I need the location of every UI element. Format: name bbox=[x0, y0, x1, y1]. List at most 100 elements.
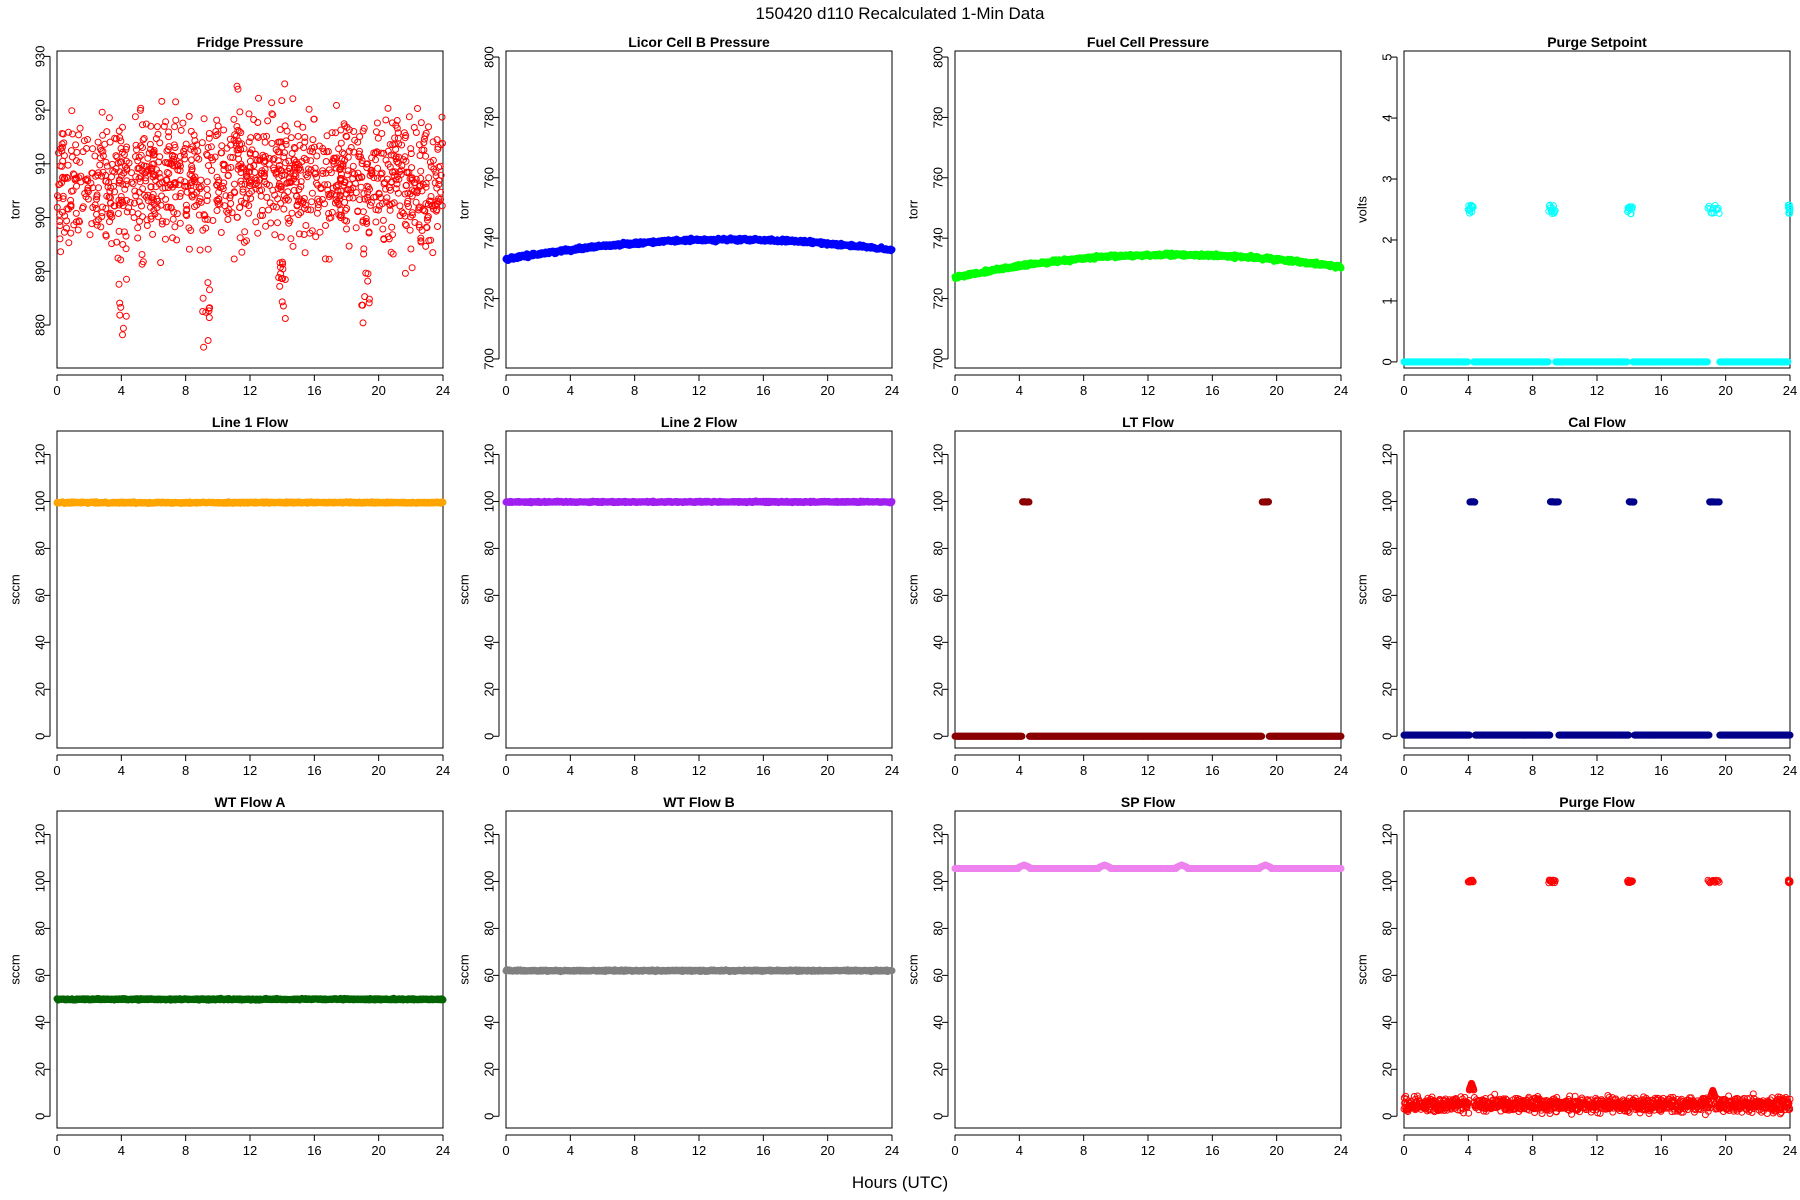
data-point bbox=[366, 172, 374, 179]
data-point bbox=[135, 174, 143, 182]
data-point bbox=[329, 184, 337, 192]
data-point bbox=[68, 153, 76, 161]
data-point bbox=[384, 104, 392, 112]
data-point bbox=[241, 228, 249, 236]
data-point bbox=[281, 80, 289, 88]
data-point bbox=[218, 149, 226, 157]
data-point bbox=[190, 176, 198, 184]
data-point bbox=[58, 147, 66, 155]
data-point bbox=[182, 211, 190, 219]
data-point bbox=[188, 172, 196, 180]
data-point bbox=[232, 139, 240, 147]
data-point bbox=[434, 143, 442, 151]
data-point bbox=[134, 164, 142, 172]
data-point bbox=[251, 175, 259, 183]
data-point bbox=[290, 186, 298, 194]
data-point bbox=[421, 207, 429, 215]
data-point bbox=[56, 222, 64, 230]
data-point bbox=[330, 157, 338, 165]
y-tick-label: 40 bbox=[482, 635, 497, 649]
y-tick-label: 0 bbox=[33, 733, 48, 740]
data-point bbox=[140, 135, 148, 142]
data-point bbox=[116, 158, 124, 166]
data-point bbox=[177, 126, 185, 134]
data-point bbox=[262, 222, 270, 230]
data-point bbox=[86, 231, 94, 239]
data-point bbox=[364, 277, 372, 285]
y-tick-label: 3 bbox=[1380, 175, 1395, 182]
data-point bbox=[295, 198, 302, 206]
data-point bbox=[280, 153, 288, 161]
data-point bbox=[248, 146, 256, 154]
data-point bbox=[156, 153, 164, 161]
data-point bbox=[416, 152, 424, 159]
data-point bbox=[265, 206, 272, 214]
data-point bbox=[235, 127, 243, 135]
y-tick-label: 80 bbox=[482, 541, 497, 555]
data-point bbox=[59, 157, 67, 165]
data-point bbox=[427, 197, 435, 205]
data-point bbox=[68, 107, 76, 115]
data-point bbox=[122, 232, 130, 240]
data-point bbox=[213, 207, 221, 214]
data-point bbox=[154, 130, 162, 138]
data-point bbox=[367, 167, 375, 175]
x-tick-label: 4 bbox=[567, 763, 574, 778]
y-tick-label: 910 bbox=[33, 153, 48, 175]
data-point bbox=[425, 123, 432, 131]
data-point bbox=[300, 154, 308, 162]
data-point bbox=[381, 179, 389, 186]
data-point bbox=[98, 213, 106, 221]
data-point bbox=[281, 276, 289, 283]
data-point bbox=[312, 233, 320, 241]
data-point bbox=[372, 128, 380, 136]
data-point bbox=[93, 221, 101, 229]
data-point bbox=[155, 169, 163, 177]
data-point bbox=[94, 138, 102, 146]
data-point bbox=[182, 140, 190, 148]
x-tick-label: 0 bbox=[1400, 383, 1407, 398]
data-point bbox=[416, 182, 424, 189]
data-point bbox=[888, 246, 896, 254]
data-point bbox=[370, 174, 378, 182]
data-point bbox=[209, 217, 217, 224]
data-point bbox=[53, 203, 61, 211]
data-point bbox=[420, 146, 428, 154]
data-point bbox=[261, 138, 269, 146]
x-tick-label: 0 bbox=[502, 383, 509, 398]
data-point bbox=[401, 269, 409, 277]
data-point bbox=[337, 163, 345, 171]
data-point bbox=[276, 126, 284, 134]
data-point bbox=[418, 227, 426, 234]
data-point bbox=[394, 189, 402, 197]
data-point bbox=[147, 215, 155, 223]
data-point bbox=[246, 150, 254, 158]
data-point bbox=[424, 216, 431, 224]
data-point bbox=[256, 187, 264, 195]
data-point bbox=[143, 216, 151, 224]
y-tick-label: 5 bbox=[1380, 53, 1395, 60]
data-point bbox=[121, 163, 129, 170]
data-point bbox=[108, 173, 115, 181]
data-point bbox=[237, 164, 245, 172]
data-point bbox=[123, 177, 131, 185]
data-point bbox=[295, 211, 302, 219]
data-point bbox=[386, 141, 394, 148]
data-point bbox=[171, 123, 179, 131]
data-point bbox=[169, 215, 177, 223]
data-point bbox=[325, 210, 333, 217]
data-point bbox=[286, 178, 294, 186]
data-point bbox=[185, 245, 193, 253]
data-point bbox=[150, 171, 158, 178]
data-point bbox=[171, 144, 179, 151]
data-point bbox=[135, 153, 143, 161]
data-point bbox=[386, 206, 394, 214]
data-point bbox=[382, 116, 390, 124]
data-point bbox=[147, 122, 155, 130]
y-tick-label: 700 bbox=[931, 348, 946, 370]
data-point bbox=[167, 181, 175, 189]
data-point bbox=[222, 192, 230, 200]
data-point bbox=[198, 139, 206, 147]
data-point bbox=[360, 124, 368, 132]
data-point bbox=[185, 224, 193, 232]
